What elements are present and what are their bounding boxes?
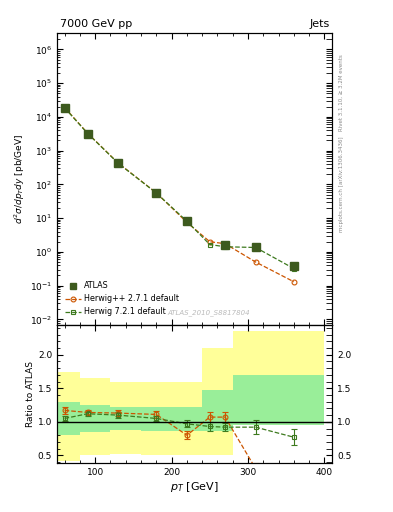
Text: Jets: Jets	[309, 19, 329, 29]
Y-axis label: Ratio to ATLAS: Ratio to ATLAS	[26, 361, 35, 427]
Text: 7000 GeV pp: 7000 GeV pp	[60, 19, 132, 29]
Text: ATLAS_2010_S8817804: ATLAS_2010_S8817804	[167, 309, 250, 316]
Legend: ATLAS, Herwig++ 2.7.1 default, Herwig 7.2.1 default: ATLAS, Herwig++ 2.7.1 default, Herwig 7.…	[62, 279, 182, 319]
X-axis label: $p_{T}\ \mathrm{[GeV]}$: $p_{T}\ \mathrm{[GeV]}$	[170, 480, 219, 494]
Text: mcplots.cern.ch [arXiv:1306.3436]: mcplots.cern.ch [arXiv:1306.3436]	[339, 137, 344, 232]
Text: Rivet 3.1.10, ≥ 3.2M events: Rivet 3.1.10, ≥ 3.2M events	[339, 54, 344, 131]
Y-axis label: $d^{2}\sigma/dp_{T}dy\ \mathrm{[pb/GeV]}$: $d^{2}\sigma/dp_{T}dy\ \mathrm{[pb/GeV]}…	[13, 134, 27, 224]
